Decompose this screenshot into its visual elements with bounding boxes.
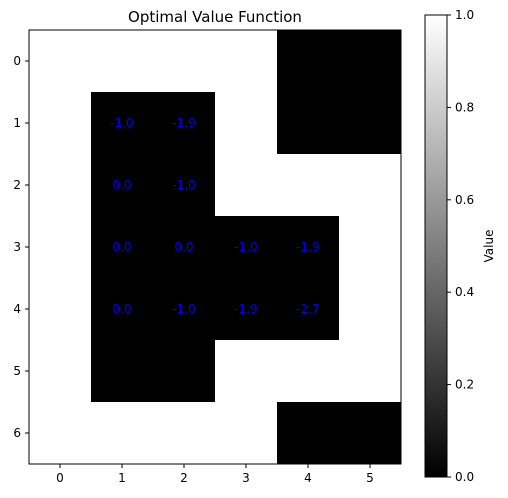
x-axis: 0 1 2 3 4 5 <box>56 464 374 485</box>
colorbar-label: Value <box>482 230 496 263</box>
heatmap-cell <box>153 154 216 217</box>
heatmap-cell <box>153 216 216 279</box>
heatmap-cell <box>91 154 154 217</box>
heatmap-cell <box>153 30 216 93</box>
cell-value-label: 0.0 <box>112 302 131 316</box>
y-tick-label: 4 <box>13 302 21 316</box>
colorbar <box>424 14 448 478</box>
heatmap-cell <box>215 278 278 341</box>
y-tick-label: 0 <box>13 54 21 68</box>
heatmap-cell <box>29 92 92 155</box>
heatmap-cell <box>153 92 216 155</box>
cell-value-label: 0.0 <box>174 240 193 254</box>
heatmap-cell <box>153 340 216 403</box>
cell-value-label: -1.0 <box>172 302 195 316</box>
heatmap-cell <box>91 402 154 465</box>
heatmap-cell <box>277 30 340 93</box>
cell-value-label: -1.0 <box>172 178 195 192</box>
heatmap-cell <box>91 340 154 403</box>
heatmap-cell <box>339 216 402 279</box>
heatmap-cell <box>339 402 402 465</box>
colorbar-tick-label: 0.6 <box>455 193 474 207</box>
heatmap-cell <box>29 340 92 403</box>
x-tick-label: 1 <box>118 471 126 485</box>
heatmap-cell <box>29 402 92 465</box>
heatmap-cell <box>29 154 92 217</box>
colorbar-tick-label: 0.0 <box>455 470 474 484</box>
cell-value-labels: -1.0 -1.9 0.0 -1.0 0.0 0.0 -1.0 -1.9 0.0 -1.0 -1.9… <box>110 116 319 316</box>
heatmap-cell <box>339 340 402 403</box>
cell-value-label: 0.0 <box>112 240 131 254</box>
x-tick-label: 2 <box>180 471 188 485</box>
colorbar-tick-label: 0.4 <box>455 285 474 299</box>
heatmap-cell <box>277 402 340 465</box>
x-tick-label: 5 <box>366 471 374 485</box>
cell-value-label: -1.9 <box>234 302 257 316</box>
heatmap-cell <box>29 278 92 341</box>
cell-value-label: -1.0 <box>234 240 257 254</box>
heatmap-cell <box>339 154 402 217</box>
heatmap-cell <box>29 216 92 279</box>
heatmap-cell <box>29 30 92 93</box>
heatmap-cells <box>29 30 402 465</box>
cell-value-label: -1.9 <box>172 116 195 130</box>
heatmap-cell <box>153 402 216 465</box>
heatmap-cell <box>215 154 278 217</box>
y-tick-label: 3 <box>13 240 21 254</box>
cell-value-label: -1.9 <box>296 240 319 254</box>
cell-value-label: -1.0 <box>110 116 133 130</box>
heatmap-cell <box>215 216 278 279</box>
y-tick-label: 2 <box>13 178 21 192</box>
heatmap-cell <box>215 92 278 155</box>
x-tick-label: 3 <box>242 471 250 485</box>
cell-value-label: 0.0 <box>112 178 131 192</box>
heatmap-cell <box>91 92 154 155</box>
cell-value-label: -2.7 <box>296 302 319 316</box>
heatmap-cell <box>153 278 216 341</box>
colorbar-tick-label: 0.8 <box>455 100 474 114</box>
heatmap-cell <box>91 30 154 93</box>
colorbar-tick-label: 0.2 <box>455 378 474 392</box>
heatmap-cell <box>277 92 340 155</box>
heatmap-cell <box>277 216 340 279</box>
x-tick-label: 4 <box>304 471 312 485</box>
y-tick-label: 5 <box>13 364 21 378</box>
heatmap-cell <box>215 30 278 93</box>
colorbar-tick-label: 1.0 <box>455 8 474 22</box>
chart-title: Optimal Value Function <box>128 8 302 26</box>
heatmap-cell <box>277 154 340 217</box>
heatmap-cell <box>339 92 402 155</box>
y-axis: 0 1 2 3 4 5 6 <box>13 54 29 440</box>
heatmap-cell <box>339 30 402 93</box>
x-tick-label: 0 <box>56 471 64 485</box>
heatmap-cell <box>91 278 154 341</box>
y-tick-label: 6 <box>13 426 21 440</box>
y-tick-label: 1 <box>13 116 21 130</box>
heatmap-cell <box>277 340 340 403</box>
heatmap-cell <box>339 278 402 341</box>
heatmap-cell <box>215 340 278 403</box>
colorbar-ticks: 0.0 0.2 0.4 0.6 0.8 1.0 <box>447 8 474 484</box>
heatmap-cell <box>215 402 278 465</box>
heatmap-cell <box>91 216 154 279</box>
heatmap-cell <box>277 278 340 341</box>
